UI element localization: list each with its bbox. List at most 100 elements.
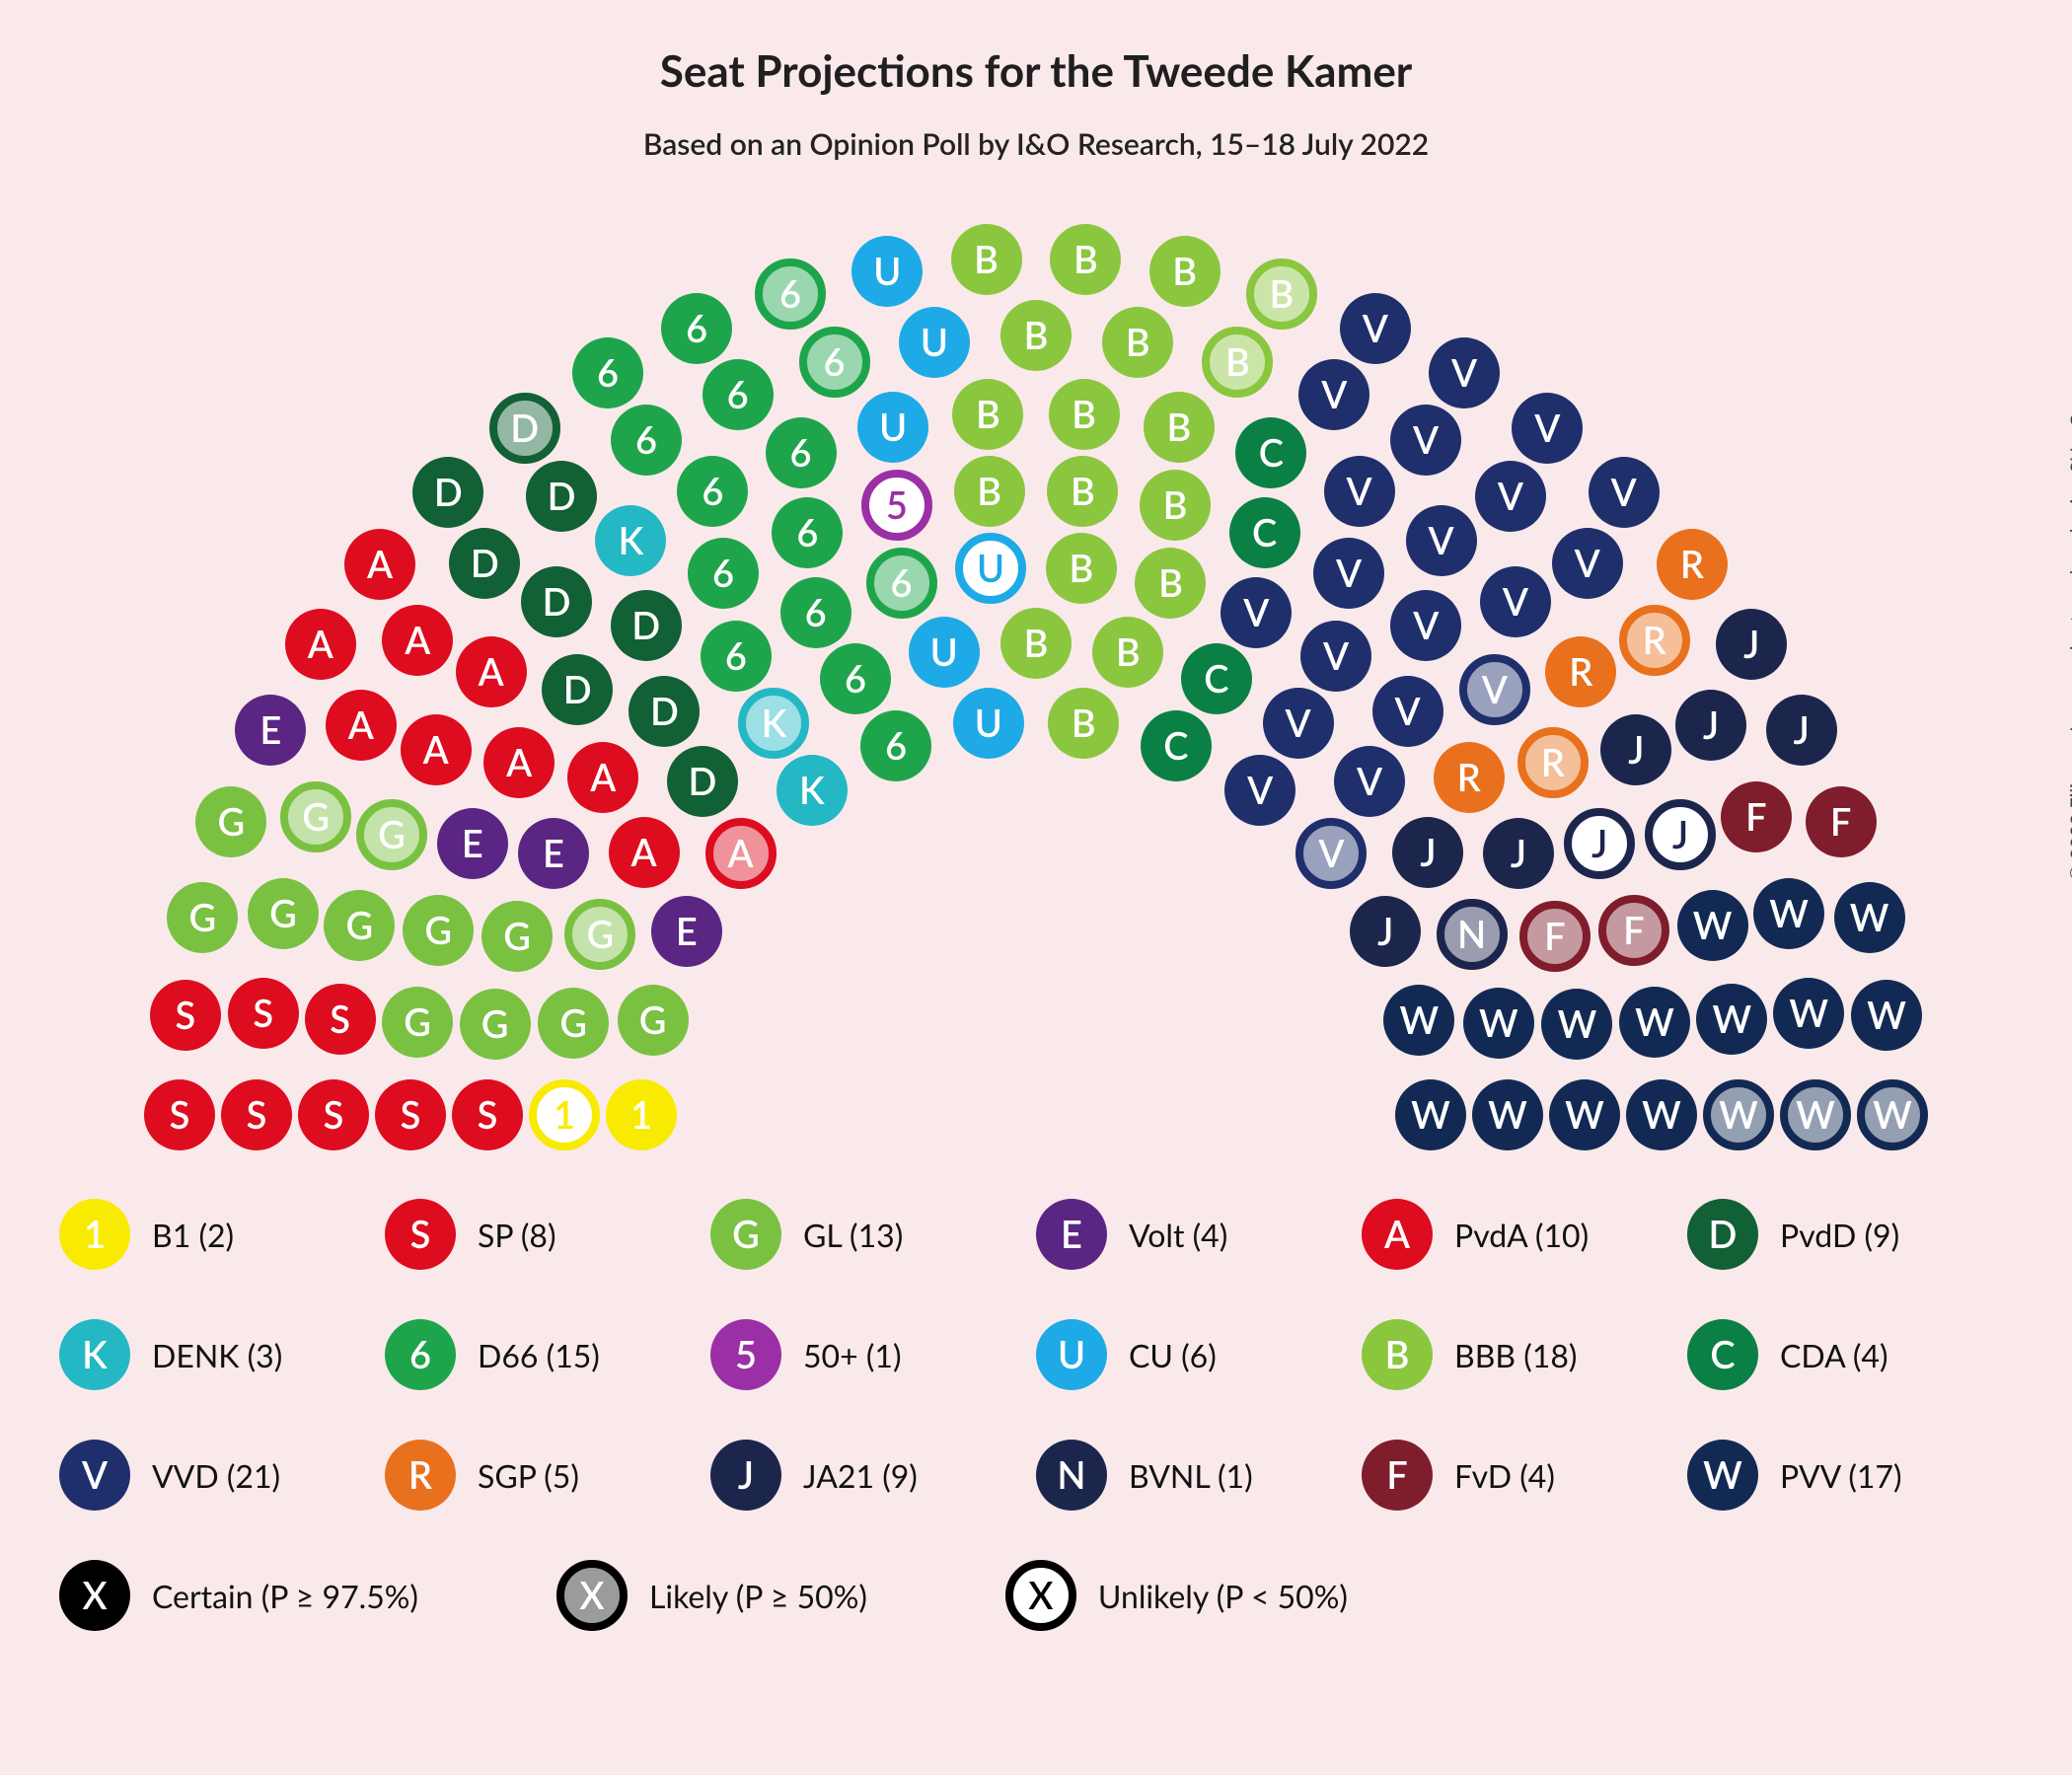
seat: 6 xyxy=(766,417,837,488)
legend-swatch: V xyxy=(59,1440,130,1511)
seat: 5 xyxy=(861,470,932,541)
seat: V xyxy=(1480,566,1551,637)
seat: A xyxy=(456,636,527,707)
seat: G xyxy=(481,901,553,972)
seat: V xyxy=(1552,528,1623,599)
seat: W xyxy=(1834,882,1905,953)
seat: D xyxy=(521,566,592,637)
seat: 6 xyxy=(860,710,931,781)
probability-label: Certain (P ≥ 97.5%) xyxy=(152,1577,418,1615)
seat: G xyxy=(195,786,266,857)
legend-label: PvdA (10) xyxy=(1454,1216,1589,1254)
probability-item: XUnlikely (P < 50%) xyxy=(1005,1560,1348,1631)
seat: B xyxy=(951,224,1022,295)
chart-title: Seat Projections for the Tweede Kamer xyxy=(0,0,2072,97)
seat: R xyxy=(1657,529,1728,600)
seat: W xyxy=(1851,980,1922,1051)
legend-item: BBBB (18) xyxy=(1362,1319,1687,1390)
seat: W xyxy=(1619,987,1690,1058)
seat: N xyxy=(1437,899,1508,970)
legend-swatch: F xyxy=(1362,1440,1433,1511)
legend-item: EVolt (4) xyxy=(1036,1199,1362,1270)
seat: B xyxy=(1092,617,1163,688)
seat: 6 xyxy=(661,293,732,364)
seat: J xyxy=(1600,714,1671,785)
legend-label: SP (8) xyxy=(478,1216,556,1254)
seat: 6 xyxy=(572,337,643,408)
seat: G xyxy=(382,987,453,1058)
seat: 6 xyxy=(780,577,851,648)
seat: V xyxy=(1475,461,1546,532)
probability-legend: XCertain (P ≥ 97.5%)XLikely (P ≥ 50%)XUn… xyxy=(59,1560,2013,1631)
legend-swatch: K xyxy=(59,1319,130,1390)
seat: S xyxy=(150,980,221,1051)
chart-legend: 1B1 (2)SSP (8)GGL (13)EVolt (4)APvdA (10… xyxy=(59,1199,2013,1631)
probability-item: XCertain (P ≥ 97.5%) xyxy=(59,1560,418,1631)
seat: W xyxy=(1395,1079,1466,1150)
seat: W xyxy=(1703,1079,1774,1150)
legend-swatch: E xyxy=(1036,1199,1107,1270)
seat: A xyxy=(609,817,680,888)
seat: W xyxy=(1463,988,1534,1059)
seat: U xyxy=(955,533,1026,604)
seat: U xyxy=(857,392,928,463)
legend-item: RSGP (5) xyxy=(385,1440,710,1511)
seat: 6 xyxy=(772,497,843,568)
seat: G xyxy=(280,781,351,852)
seat: B xyxy=(954,456,1025,527)
seat: V xyxy=(1298,359,1369,430)
seat: 6 xyxy=(820,643,891,714)
seat: D xyxy=(526,461,597,532)
legend-item: 1B1 (2) xyxy=(59,1199,385,1270)
seat: V xyxy=(1334,746,1405,817)
seat: B xyxy=(1202,327,1273,398)
probability-swatch: X xyxy=(556,1560,628,1631)
seat: J xyxy=(1483,818,1554,889)
seat: 6 xyxy=(701,621,772,692)
seat: E xyxy=(651,896,722,967)
seat: J xyxy=(1766,695,1837,766)
seat: 6 xyxy=(799,327,870,398)
seat: B xyxy=(952,379,1023,450)
legend-label: GL (13) xyxy=(803,1216,903,1254)
legend-swatch: U xyxy=(1036,1319,1107,1390)
seat: 6 xyxy=(611,405,682,476)
legend-swatch: W xyxy=(1687,1440,1758,1511)
legend-item: C CDA (4) xyxy=(1687,1319,2013,1390)
seat: S xyxy=(221,1079,292,1150)
seat: V xyxy=(1459,654,1530,725)
legend-label: CDA (4) xyxy=(1780,1336,1888,1374)
seat: G xyxy=(167,882,238,953)
legend-swatch: R xyxy=(385,1440,456,1511)
legend-label: D66 (15) xyxy=(478,1336,600,1374)
seat: A xyxy=(401,714,472,785)
seat: S xyxy=(228,978,299,1049)
legend-swatch: 5 xyxy=(710,1319,781,1390)
seat: E xyxy=(518,818,589,889)
legend-swatch: J xyxy=(710,1440,781,1511)
seat: J xyxy=(1645,799,1716,870)
legend-item: 550+ (1) xyxy=(710,1319,1036,1390)
seat: B xyxy=(1135,548,1206,619)
seat: K xyxy=(777,755,848,826)
seat: S xyxy=(375,1079,446,1150)
seat: V xyxy=(1224,755,1295,826)
seat: W xyxy=(1677,890,1748,961)
seat: A xyxy=(567,742,638,813)
seat: A xyxy=(483,727,555,798)
seat: F xyxy=(1598,895,1669,966)
seat: C xyxy=(1181,643,1252,714)
legend-swatch: C xyxy=(1687,1319,1758,1390)
seat: D xyxy=(489,393,560,464)
seat: V xyxy=(1324,456,1395,527)
seat: V xyxy=(1295,818,1367,889)
seat: V xyxy=(1313,538,1384,609)
seat: G xyxy=(356,799,427,870)
legend-label: JA21 (9) xyxy=(803,1456,918,1495)
legend-swatch: 6 xyxy=(385,1319,456,1390)
seat: D xyxy=(412,457,483,528)
legend-swatch: N xyxy=(1036,1440,1107,1511)
seat: 1 xyxy=(606,1079,677,1150)
seat: B xyxy=(1047,456,1118,527)
seat: G xyxy=(618,985,689,1056)
